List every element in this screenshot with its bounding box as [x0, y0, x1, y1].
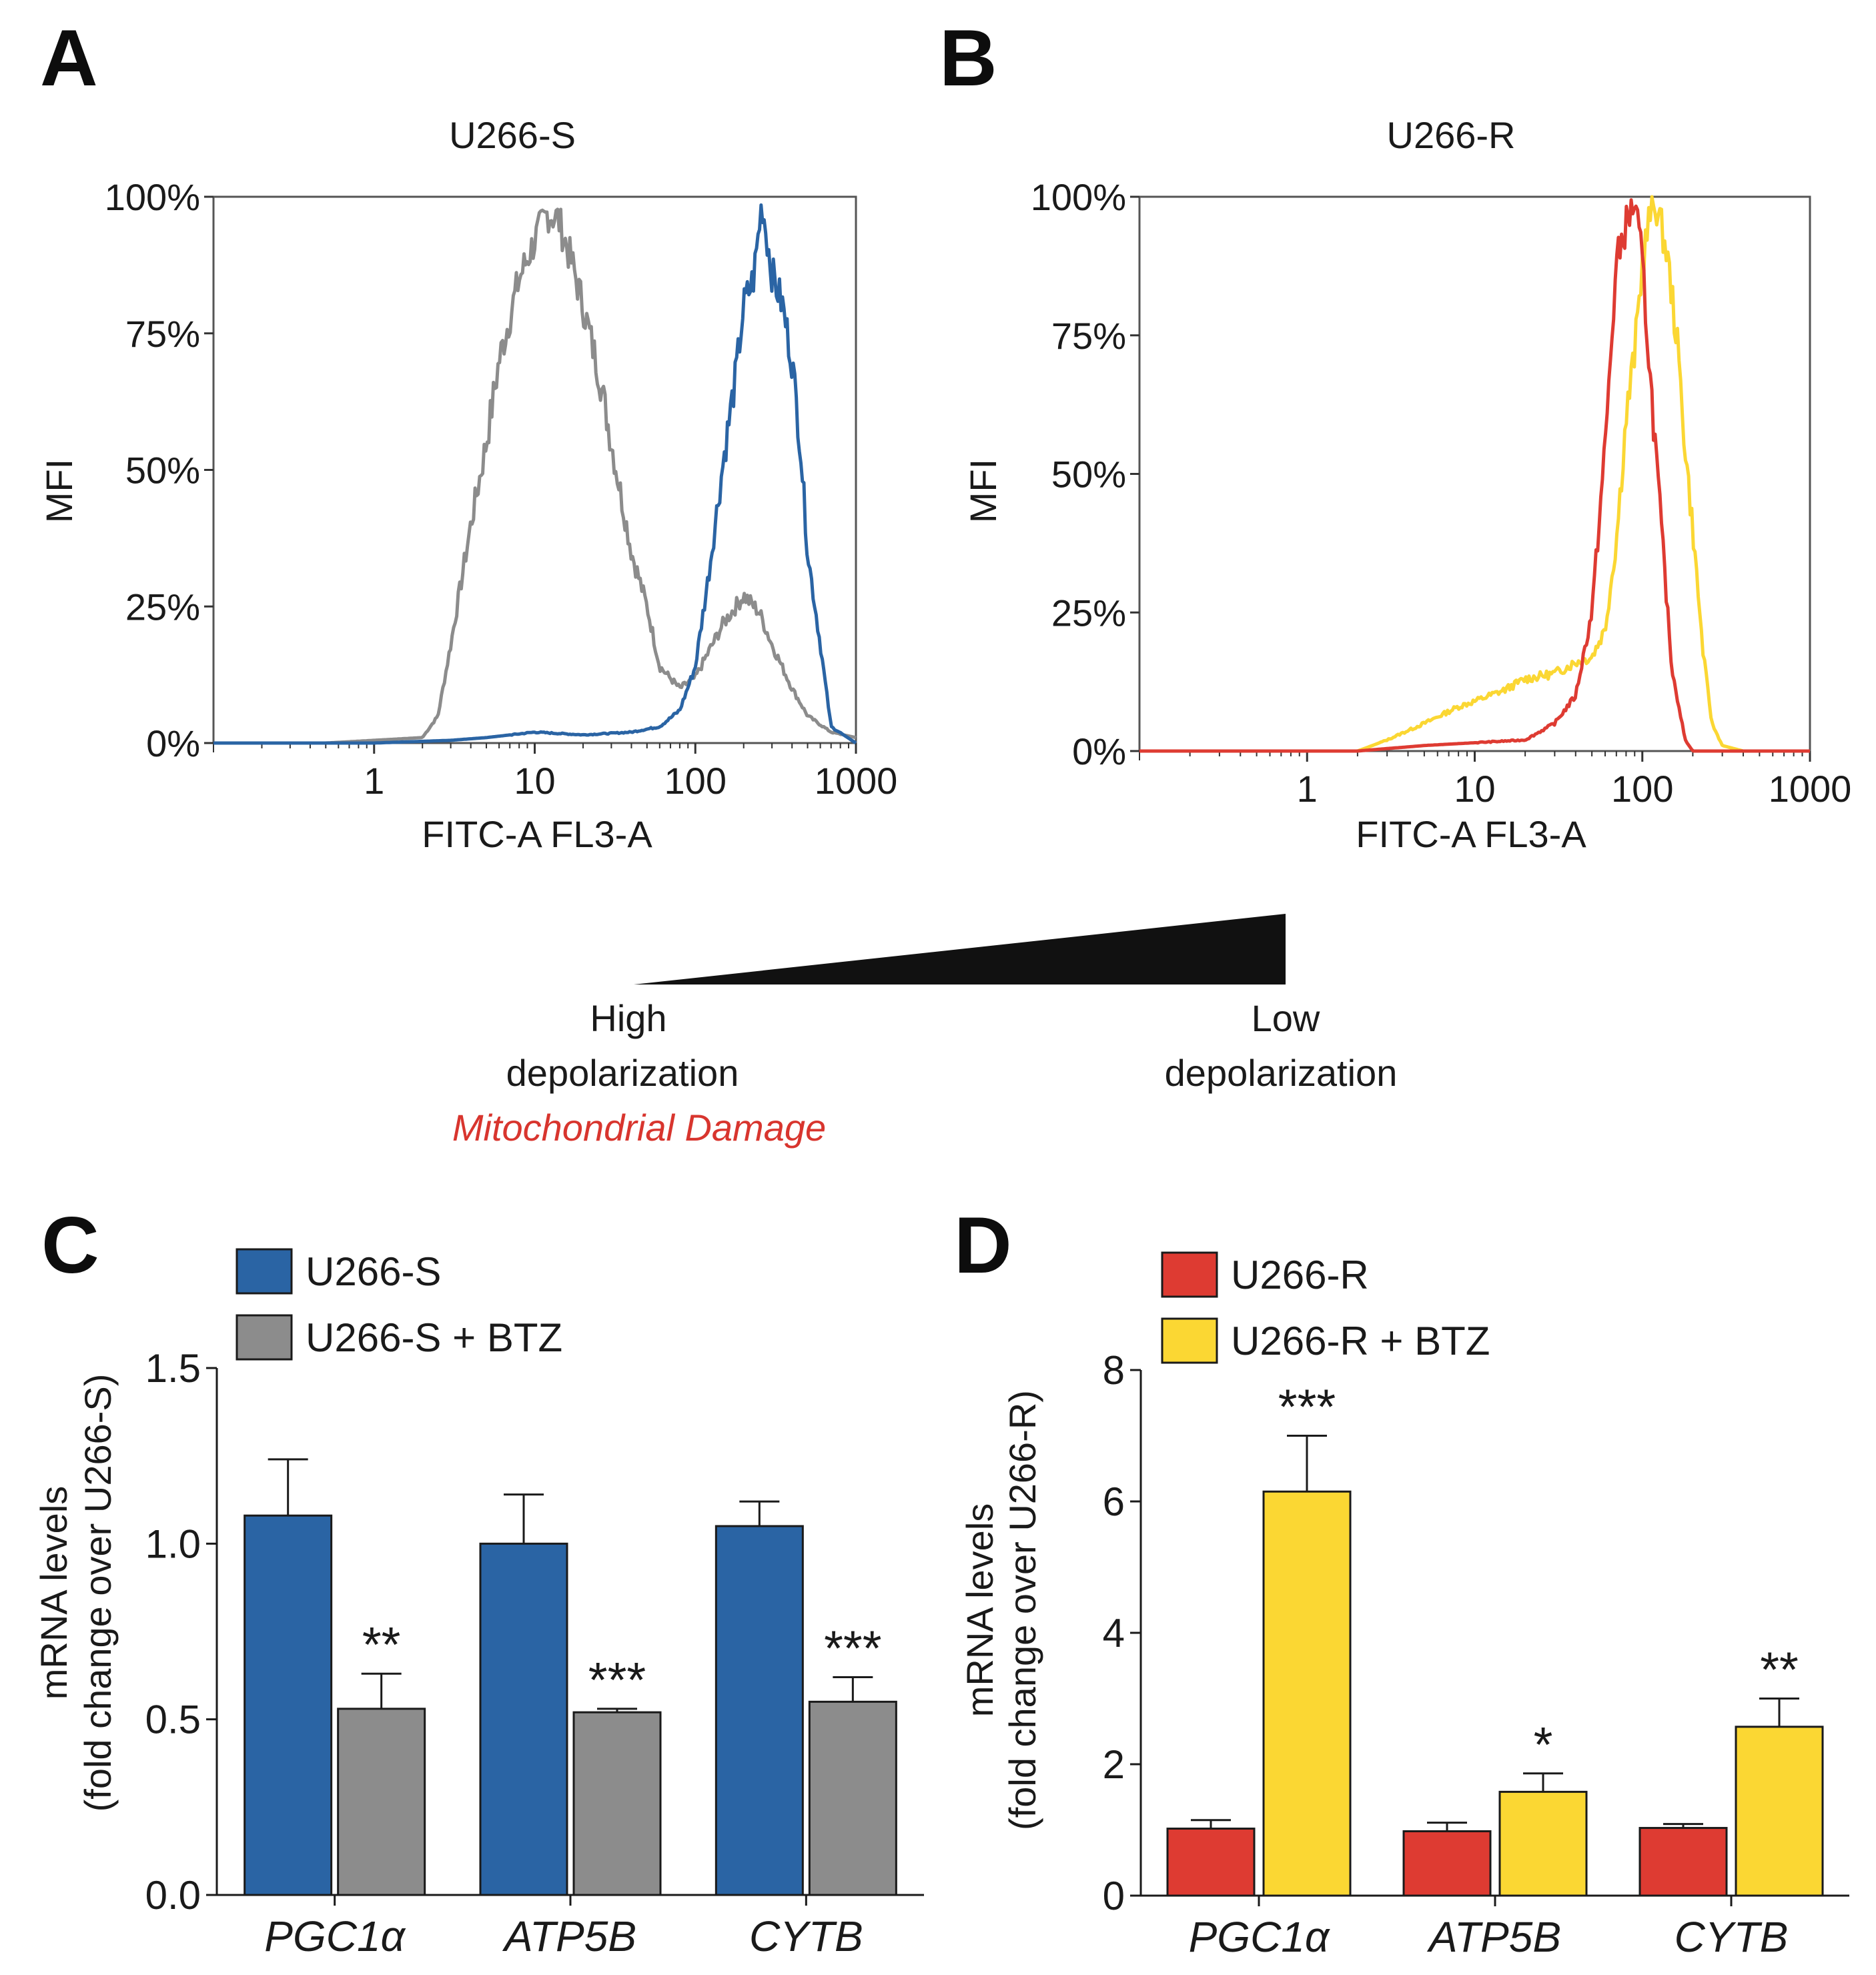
high-depolarization-label: depolarization: [506, 1052, 739, 1094]
y-tick-label: 25%: [125, 586, 200, 628]
low-depolarization-label: depolarization: [1165, 1052, 1398, 1094]
y-tick-label: 6: [1103, 1479, 1125, 1524]
significance-label: ***: [1278, 1379, 1336, 1435]
histogram-u266-r: 0% 25% 50% 75% 100% 1 10 100 1000: [1031, 176, 1852, 810]
depolarization-scale: High depolarization Mitochondrial Damage…: [452, 914, 1397, 1149]
bar-u266-r: [1402, 1830, 1492, 1897]
panel-letter-c: C: [41, 1201, 99, 1290]
panel-d-ylabel-line1: mRNA levels: [959, 1503, 1001, 1718]
y-tick-label: 100%: [1031, 176, 1126, 218]
panel-a: A U266-S 0% 25% 50% 75% 100% 1 10 100 1000 FITC-…: [38, 13, 897, 855]
panel-letter-b: B: [939, 13, 997, 103]
category-label: ATP5B: [502, 1912, 636, 1960]
y-tick-label: 25%: [1051, 592, 1126, 634]
category-label: PGC1α: [1189, 1913, 1330, 1961]
bar-u266-s-btz: [572, 1711, 662, 1896]
significance-label: **: [362, 1617, 401, 1672]
panel-letter-a: A: [40, 13, 98, 103]
depolarization-wedge: [634, 914, 1286, 984]
panel-c-ylabel-line1: mRNA levels: [33, 1486, 75, 1700]
bar-u266-r-btz: [1262, 1490, 1352, 1897]
series-line-u266-s-btz: [213, 207, 857, 745]
low-label: Low: [1252, 997, 1320, 1039]
histogram-u266-s: 0% 25% 50% 75% 100% 1 10 100 1000: [105, 176, 898, 802]
bar-u266-r: [1166, 1828, 1256, 1897]
significance-label: ***: [588, 1652, 646, 1708]
panel-b-xlabel: FITC-A FL3-A: [1356, 813, 1586, 855]
x-tick-label: 1: [1297, 768, 1318, 810]
category-label: CYTB: [1675, 1913, 1789, 1961]
y-tick-label: 2: [1103, 1742, 1125, 1787]
series-line-u266-r: [1139, 198, 1811, 753]
panel-letter-d: D: [954, 1201, 1012, 1290]
plot-frame: [1138, 195, 1811, 752]
series-line-u266-s: [213, 203, 857, 745]
bar-u266-s: [479, 1542, 568, 1896]
y-tick-label: 0%: [1072, 730, 1126, 772]
legend-label-u266-r-btz: U266-R + BTZ: [1231, 1319, 1490, 1363]
x-tick-label: 100: [1611, 768, 1673, 810]
panel-d-ylabel-line2: (fold change over U266-R): [1001, 1390, 1043, 1830]
panel-b-title: U266-R: [1387, 114, 1516, 156]
y-tick-label: 0: [1103, 1874, 1125, 1918]
x-tick-label: 10: [514, 760, 555, 802]
panel-a-ylabel: MFI: [38, 459, 80, 523]
legend-swatch-u266-s-btz: [236, 1314, 293, 1361]
panel-c: C U266-S U266-S + BTZ 0.0 0.5 1.0 1.5 PGC1α *…: [33, 1201, 924, 1960]
panel-b-ylabel: MFI: [962, 459, 1004, 523]
y-tick-label: 100%: [105, 176, 200, 218]
x-tick-label: 1: [364, 760, 384, 802]
bar-chart-u266-s: 0.0 0.5 1.0 1.5 PGC1α ** ATP5B *** CYTB ***: [145, 1346, 924, 1960]
category-label: PGC1α: [264, 1912, 406, 1960]
panel-a-xlabel: FITC-A FL3-A: [422, 813, 652, 855]
y-tick-label: 50%: [1051, 454, 1126, 496]
panel-b: B U266-R 0% 25% 50% 75% 100% 1 10 100 1000 FITC-…: [939, 13, 1851, 855]
y-tick-label: 0%: [146, 722, 200, 764]
bar-u266-r-btz: [1735, 1726, 1824, 1897]
y-tick-label: 4: [1103, 1611, 1125, 1656]
x-tick-label: 1000: [815, 760, 898, 802]
y-tick-label: 75%: [125, 313, 200, 355]
high-label: High: [590, 997, 666, 1039]
bar-u266-s: [715, 1525, 804, 1896]
series-line-u266-r-btz: [1139, 195, 1811, 753]
significance-label: *: [1534, 1717, 1553, 1772]
significance-label: **: [1760, 1642, 1799, 1698]
bar-u266-s: [244, 1514, 333, 1896]
legend-label-u266-r: U266-R: [1231, 1253, 1369, 1297]
panel-d: D U266-R U266-R + BTZ 02468PGC1α***ATP5B…: [954, 1201, 1849, 1961]
legend-swatch-u266-s: [236, 1248, 293, 1295]
legend-swatch-u266-r: [1161, 1251, 1218, 1298]
x-tick-label: 1000: [1769, 768, 1852, 810]
legend-swatch-u266-r-btz: [1161, 1317, 1218, 1364]
bar-u266-s-btz: [337, 1708, 426, 1896]
legend-label-u266-s: U266-S: [306, 1249, 441, 1294]
bar-chart-u266-r: 0 2 4 6 8 PGC1α *** ATP5B * CYTB **: [1103, 1348, 1849, 1961]
panel-a-title: U266-S: [449, 114, 576, 156]
panel-c-ylabel-line2: (fold change over U266-S): [77, 1374, 119, 1812]
mitochondrial-damage-label: Mitochondrial Damage: [452, 1107, 826, 1149]
y-tick-label: 1.0: [145, 1521, 201, 1566]
y-tick-label: 8: [1103, 1348, 1125, 1393]
bar-u266-r: [1638, 1827, 1728, 1897]
category-label: ATP5B: [1426, 1913, 1561, 1961]
bar-u266-s-btz: [808, 1700, 897, 1896]
y-tick-label: 0.5: [145, 1698, 201, 1742]
bar-u266-r-btz: [1498, 1790, 1588, 1897]
significance-label: ***: [824, 1620, 881, 1676]
x-tick-label: 10: [1454, 768, 1495, 810]
x-tick-label: 100: [664, 760, 727, 802]
plot-frame: [212, 195, 857, 744]
category-label: CYTB: [749, 1912, 863, 1960]
y-tick-label: 1.5: [145, 1346, 201, 1391]
y-tick-label: 50%: [125, 450, 200, 492]
y-tick-label: 75%: [1051, 315, 1126, 357]
legend-label-u266-s-btz: U266-S + BTZ: [306, 1315, 562, 1360]
y-tick-label: 0.0: [145, 1873, 201, 1918]
